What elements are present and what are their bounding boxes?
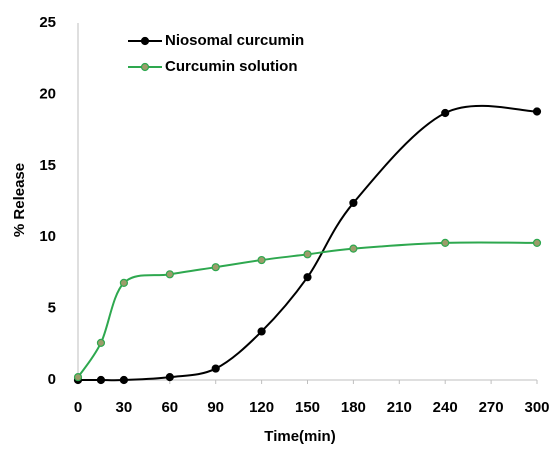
data-point bbox=[441, 238, 450, 248]
y-axis-label: % Release bbox=[11, 163, 28, 237]
y-tick-label: 15 bbox=[39, 157, 56, 174]
data-point bbox=[211, 263, 220, 272]
data-point bbox=[96, 338, 106, 347]
data-point bbox=[303, 273, 312, 282]
x-tick-label: 60 bbox=[161, 399, 178, 416]
data-point bbox=[165, 373, 174, 382]
y-tick-label: 25 bbox=[39, 14, 56, 31]
y-tick-label: 20 bbox=[39, 85, 56, 102]
legend-label: Curcumin solution bbox=[165, 58, 298, 75]
data-point bbox=[119, 278, 129, 287]
data-point bbox=[257, 255, 266, 265]
x-tick-label: 0 bbox=[74, 399, 82, 416]
data-point bbox=[119, 375, 129, 385]
data-point bbox=[165, 270, 174, 279]
data-point bbox=[441, 108, 450, 118]
data-point bbox=[349, 244, 358, 253]
data-point bbox=[349, 198, 358, 208]
data-point bbox=[96, 375, 106, 385]
y-tick-label: 0 bbox=[48, 371, 56, 388]
data-point bbox=[532, 238, 542, 248]
x-tick-label: 30 bbox=[116, 399, 133, 416]
y-tick-label: 5 bbox=[48, 300, 56, 317]
legend-marker bbox=[140, 36, 150, 46]
x-tick-label: 180 bbox=[341, 399, 366, 416]
x-tick-label: 120 bbox=[249, 399, 274, 416]
x-tick-label: 210 bbox=[387, 399, 412, 416]
data-point bbox=[303, 250, 312, 259]
x-tick-label: 300 bbox=[524, 399, 549, 416]
x-tick-label: 90 bbox=[207, 399, 224, 416]
series-line bbox=[77, 241, 538, 378]
legend-marker bbox=[140, 62, 150, 72]
data-point bbox=[73, 373, 83, 382]
y-tick-label: 10 bbox=[39, 228, 56, 245]
x-axis-label: Time(min) bbox=[264, 428, 335, 445]
x-tick-label: 150 bbox=[295, 399, 320, 416]
data-point bbox=[211, 364, 220, 373]
x-tick-label: 270 bbox=[479, 399, 504, 416]
data-point bbox=[257, 327, 266, 336]
data-point bbox=[532, 107, 542, 116]
x-tick-label: 240 bbox=[433, 399, 458, 416]
legend-label: Niosomal curcumin bbox=[165, 32, 304, 49]
